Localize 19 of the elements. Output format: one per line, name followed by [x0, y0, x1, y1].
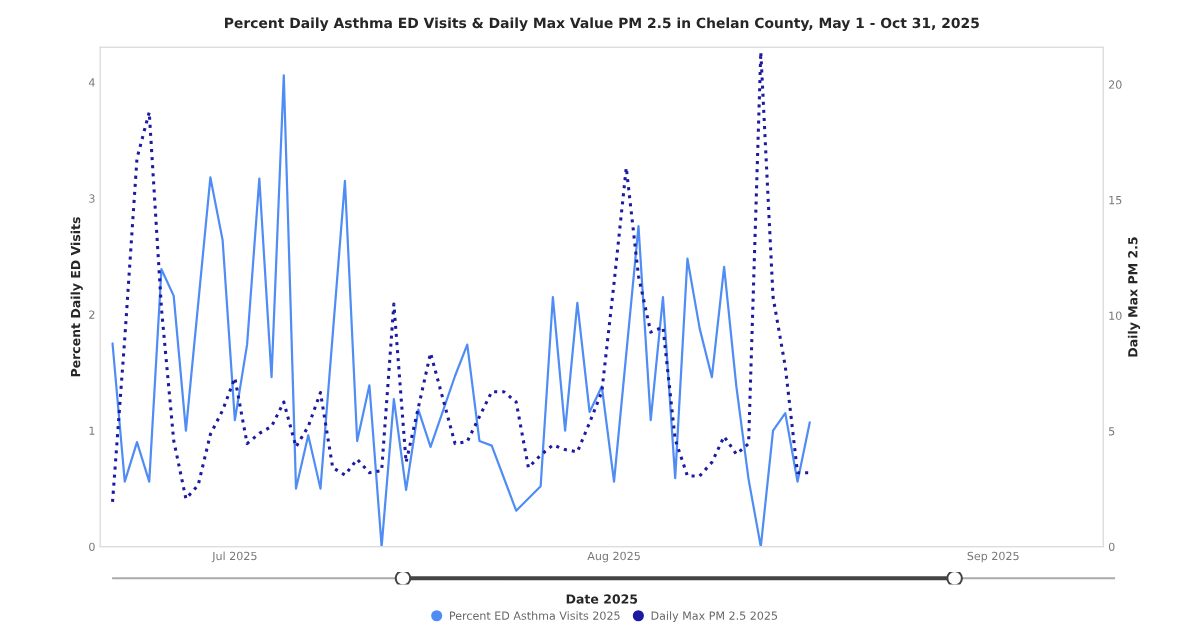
- x-tick-label: Jul 2025: [211, 551, 257, 563]
- y-tick-label: 2: [89, 310, 95, 319]
- x-tick-label: Sep 2025: [967, 551, 1019, 563]
- y-tick-label: 4: [88, 78, 95, 87]
- x-tick-label: Aug 2025: [587, 551, 640, 563]
- x-axis-title: Date 2025: [566, 594, 638, 604]
- y2-tick-label: 0: [1108, 542, 1115, 552]
- y-axis-title: Percent Daily ED Visits: [70, 217, 83, 377]
- legend-label: Percent ED Asthma Visits 2025: [450, 611, 620, 620]
- y-tick-label: 3: [89, 194, 95, 203]
- y2-tick-label: 15: [1109, 196, 1122, 205]
- legend-label: Daily Max PM 2.5 2025: [651, 611, 778, 622]
- y2-tick-label: 20: [1108, 80, 1122, 89]
- y-tick-label: 1: [89, 426, 95, 435]
- y2-axis-title: Daily Max PM 2.5: [1127, 237, 1141, 357]
- y2-tick-label: 5: [1109, 427, 1115, 436]
- y-tick-label: 0: [89, 542, 95, 552]
- chart-title: Percent Daily Asthma ED Visits & Daily Max Value PM 2.5 in Chelan County, May 1 - Oct 31, 2025: [225, 17, 979, 31]
- y2-tick-label: 10: [1109, 311, 1122, 320]
